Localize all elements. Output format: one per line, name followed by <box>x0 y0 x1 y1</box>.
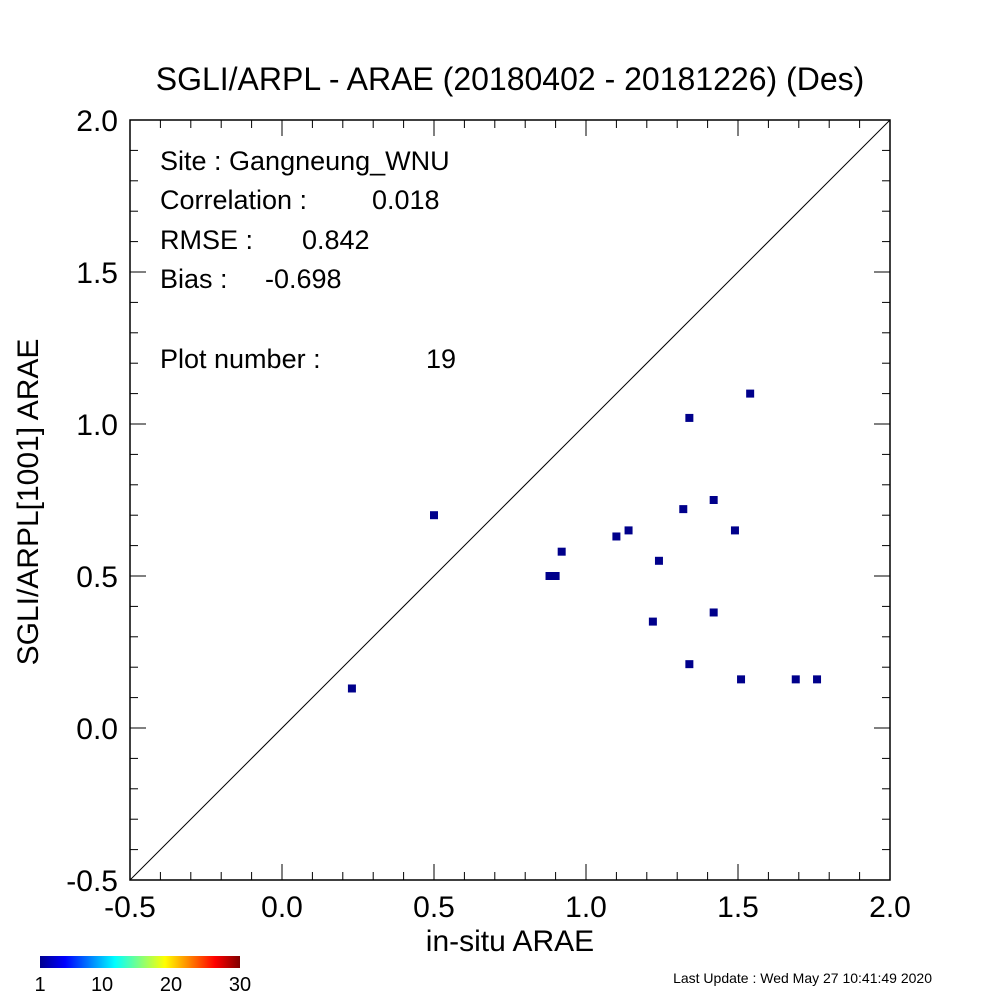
plot-number-value: 19 <box>426 344 456 374</box>
correlation-label: Correlation : <box>160 185 307 215</box>
x-tick-label: 1.5 <box>717 891 759 924</box>
data-points <box>347 389 822 693</box>
data-point <box>557 547 566 556</box>
data-point <box>685 413 694 422</box>
x-tick-labels: -0.5 0.0 0.5 1.0 1.5 2.0 <box>104 891 911 924</box>
bias-label: Bias : <box>160 264 228 294</box>
x-tick-label: 0.0 <box>261 891 303 924</box>
x-tick-label: 0.5 <box>413 891 455 924</box>
y-tick-labels: -0.5 0.0 0.5 1.0 1.5 2.0 <box>66 105 118 898</box>
plot-number-label: Plot number : <box>160 344 321 374</box>
data-point <box>545 572 554 580</box>
x-tick-label: 1.0 <box>565 891 607 924</box>
colorbar-label: 10 <box>91 974 113 996</box>
chart-title: SGLI/ARPL - ARAE (20180402 - 20181226) (… <box>156 61 865 97</box>
y-tick-label: -0.5 <box>66 865 118 898</box>
data-point <box>746 389 755 398</box>
data-point <box>347 684 356 693</box>
colorbar-label: 30 <box>229 974 251 996</box>
y-tick-label: 1.0 <box>76 409 118 442</box>
x-tick-label: 2.0 <box>869 891 911 924</box>
last-update-text: Last Update : Wed May 27 10:41:49 2020 <box>673 970 932 986</box>
x-axis-label: in-situ ARAE <box>426 925 594 958</box>
data-point <box>679 505 688 514</box>
y-tick-label: 2.0 <box>76 105 118 138</box>
correlation-value: 0.018 <box>372 185 440 215</box>
data-point <box>813 675 822 684</box>
data-point <box>551 572 560 580</box>
rmse-label: RMSE : <box>160 225 253 255</box>
y-tick-label: 1.5 <box>76 257 118 290</box>
plot-frame <box>129 119 891 881</box>
colorbar-labels: 1 10 20 30 <box>34 974 251 996</box>
stats-block: Site : Gangneung_WNU Correlation : 0.018… <box>160 146 456 374</box>
y-tick-label: 0.0 <box>76 713 118 746</box>
data-point <box>791 675 800 684</box>
colorbar-label: 1 <box>34 974 45 996</box>
data-point <box>685 660 694 669</box>
data-point <box>654 556 663 565</box>
data-point <box>624 526 633 535</box>
data-point <box>737 675 746 684</box>
bias-value: -0.698 <box>265 264 342 294</box>
y-tick-label: 0.5 <box>76 561 118 594</box>
one-to-one-line <box>129 119 891 881</box>
data-point <box>709 608 718 617</box>
colorbar <box>40 956 240 968</box>
data-point <box>648 617 657 626</box>
y-axis-label: SGLI/ARPL[1001] ARAE <box>12 339 45 666</box>
data-point <box>730 526 739 535</box>
x-tick-label: -0.5 <box>104 891 156 924</box>
rmse-value: 0.842 <box>302 225 370 255</box>
data-point <box>612 532 621 541</box>
data-point <box>430 511 438 520</box>
data-point <box>709 496 718 504</box>
colorbar-label: 20 <box>160 974 182 996</box>
site-text: Site : Gangneung_WNU <box>160 146 450 176</box>
